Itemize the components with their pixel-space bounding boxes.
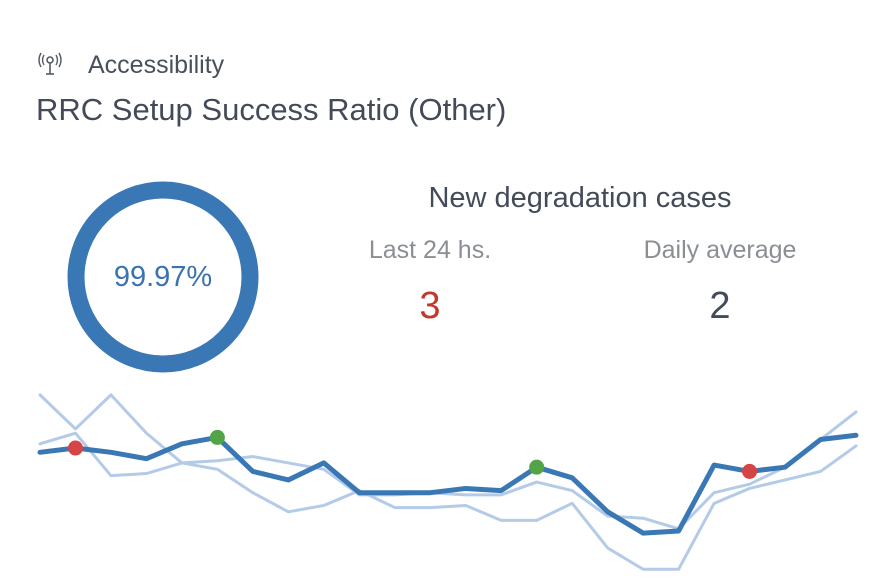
stat-last-24h: Last 24 hs. 3 [350, 236, 510, 328]
last-24h-label: Last 24 hs. [368, 236, 492, 264]
stat-daily-average: Daily average 2 [620, 236, 820, 328]
daily-average-value: 2 [709, 285, 731, 327]
improvement-point[interactable] [209, 429, 225, 445]
kpi-value: 99.97% [113, 260, 213, 293]
value-line [37, 432, 859, 536]
kpi-donut: 99.97% [66, 180, 260, 374]
upper-band-line [38, 393, 858, 531]
lower-band-line [38, 431, 858, 571]
antenna-icon [38, 52, 62, 75]
degradation-title: New degradation cases [428, 182, 732, 214]
category-label: Accessibility [88, 50, 225, 79]
trend-sparkline [37, 393, 859, 571]
degradation-point[interactable] [742, 463, 758, 479]
kpi-title: RRC Setup Success Ratio (Other) [36, 92, 507, 127]
last-24h-value: 3 [419, 285, 441, 327]
daily-average-label: Daily average [643, 236, 797, 264]
category-row: Accessibility [36, 48, 224, 82]
improvement-point[interactable] [529, 459, 545, 475]
degradation-point[interactable] [67, 440, 83, 456]
donut-arc [67, 181, 259, 373]
